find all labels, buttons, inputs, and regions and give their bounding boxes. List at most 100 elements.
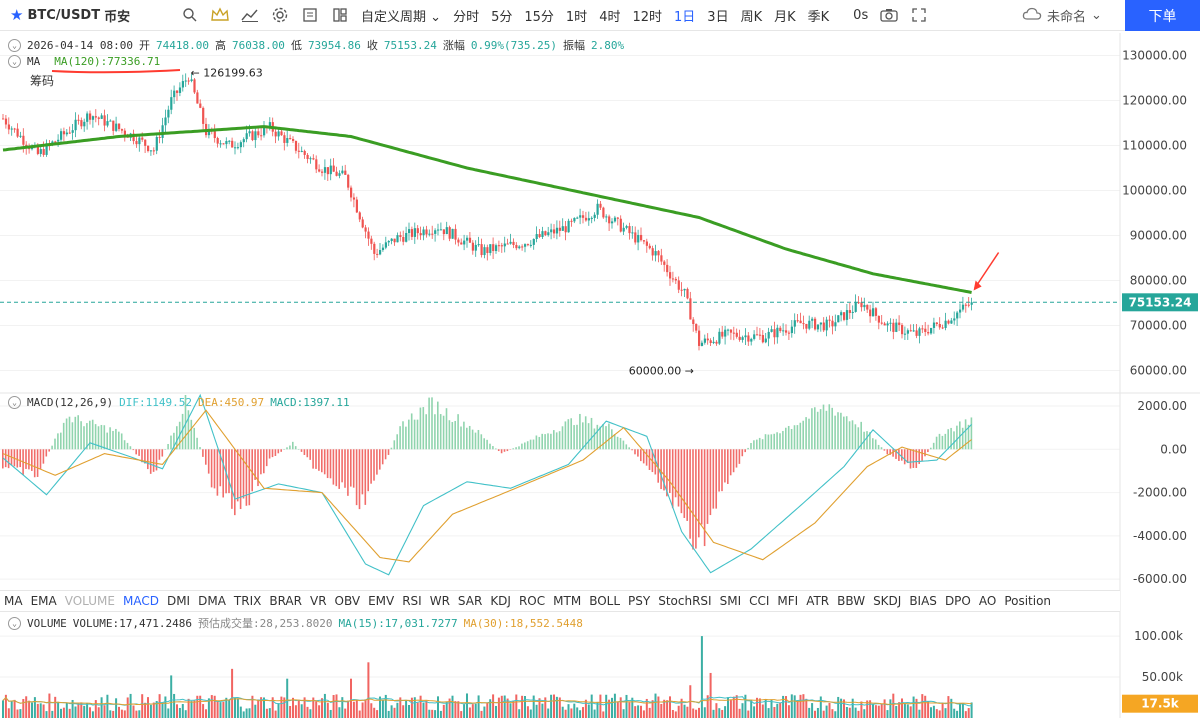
indicator-stochrsi[interactable]: StochRSI (658, 594, 712, 608)
collapse-icon[interactable]: ⌄ (8, 616, 21, 630)
macd-bar (271, 449, 274, 458)
indicator-rsi[interactable]: RSI (402, 594, 422, 608)
interval-10[interactable]: 季K (807, 9, 830, 25)
indicator-ema[interactable]: EMA (30, 594, 57, 608)
low-annotation: 60000.00 → (629, 365, 694, 378)
indicator-roc[interactable]: ROC (518, 594, 546, 608)
indicator-trix[interactable]: TRIX (233, 594, 262, 608)
star-icon[interactable]: ★ (10, 6, 24, 24)
volume-bar (123, 710, 126, 718)
layout-name[interactable]: 未命名 ⌄ (1022, 0, 1102, 31)
layout-icon[interactable] (325, 0, 355, 31)
interval-7[interactable]: 3日 (707, 9, 729, 25)
macd-bar (906, 449, 909, 464)
volume-bar (274, 710, 277, 718)
macd-bar (840, 412, 842, 450)
collapse-icon[interactable]: ⌄ (8, 55, 21, 68)
order-button[interactable]: 下单 (1125, 0, 1200, 31)
indicator-chart-icon[interactable] (235, 0, 265, 31)
volume-bar (335, 694, 338, 718)
macd-bar (903, 449, 906, 465)
indicator-sar[interactable]: SAR (457, 594, 483, 608)
fullscreen-icon[interactable] (904, 0, 934, 31)
indicator-dma[interactable]: DMA (198, 594, 226, 608)
settings-icon[interactable] (265, 0, 295, 31)
indicator-obv[interactable]: OBV (334, 594, 361, 608)
indicator-brar[interactable]: BRAR (269, 594, 302, 608)
candle-body (961, 304, 965, 310)
red-arrow-line (973, 252, 1000, 289)
indicator-wr[interactable]: WR (429, 594, 450, 608)
macd-bar (886, 449, 889, 455)
macd-bar (941, 435, 944, 450)
indicator-smi[interactable]: SMI (719, 594, 742, 608)
interval-9[interactable]: 月K (774, 9, 796, 25)
volume-bar (898, 702, 901, 718)
symbol-selector[interactable]: ★ BTC/USDT 币安 (0, 6, 175, 25)
candle-body (355, 199, 358, 213)
candle-body (811, 318, 814, 321)
chip-label[interactable]: 筹码 (30, 74, 55, 88)
indicator-bbw[interactable]: BBW (837, 594, 866, 608)
indicator-volume[interactable]: VOLUME (64, 594, 115, 608)
volume-bar (915, 698, 918, 718)
price-tick-5: 80000.00 (1130, 274, 1187, 288)
candle-body (874, 308, 878, 316)
indicator-ma[interactable]: MA (4, 594, 23, 608)
volume-bar (857, 710, 860, 718)
macd-bar (492, 446, 494, 450)
replay-button[interactable]: 0s (853, 7, 869, 23)
candle-body (480, 244, 483, 256)
candle-body (181, 81, 184, 88)
interval-4[interactable]: 4时 (599, 9, 621, 25)
macd-bar (953, 431, 955, 450)
volume-bar (132, 705, 135, 718)
macd-bar (579, 413, 581, 450)
indicator-atr[interactable]: ATR (806, 594, 830, 608)
indicator-position[interactable]: Position (1004, 594, 1052, 608)
indicator-psy[interactable]: PSY (628, 594, 651, 608)
camera-icon[interactable] (874, 0, 904, 31)
indicator-skdj[interactable]: SKDJ (873, 594, 902, 608)
candle-body (463, 240, 466, 245)
crown-icon[interactable] (205, 0, 235, 31)
macd-bar (355, 449, 358, 506)
candle-body (347, 174, 350, 188)
indicator-ao[interactable]: AO (978, 594, 997, 608)
template-icon[interactable] (295, 0, 325, 31)
candle-body (147, 145, 150, 152)
interval-3[interactable]: 1时 (565, 9, 588, 25)
indicator-mtm[interactable]: MTM (553, 594, 582, 608)
interval-5[interactable]: 12时 (632, 9, 663, 25)
interval-2[interactable]: 15分 (524, 9, 554, 25)
candle-body (497, 245, 501, 247)
interval-0[interactable]: 分时 (453, 9, 480, 25)
indicator-dpo[interactable]: DPO (944, 594, 971, 608)
interval-8[interactable]: 周K (740, 9, 763, 25)
indicator-boll[interactable]: BOLL (589, 594, 621, 608)
indicator-dmi[interactable]: DMI (166, 594, 191, 608)
indicator-kdj[interactable]: KDJ (490, 594, 511, 608)
candle-body (379, 250, 382, 255)
custom-period[interactable]: 自定义周期 ⌄ (355, 6, 447, 25)
indicator-macd[interactable]: MACD (122, 594, 159, 608)
volume-bar (753, 706, 756, 718)
indicator-emv[interactable]: EMV (368, 594, 395, 608)
collapse-icon[interactable]: ⌄ (8, 396, 21, 409)
candle-body (587, 218, 590, 221)
candle-body (495, 245, 498, 252)
interval-1[interactable]: 5分 (491, 9, 513, 25)
candle-body (234, 147, 237, 149)
collapse-icon[interactable]: ⌄ (8, 38, 21, 52)
search-icon[interactable] (175, 0, 205, 31)
volume-bar (959, 702, 961, 718)
volume-bar (373, 707, 376, 718)
indicator-mfi[interactable]: MFI (777, 594, 799, 608)
indicator-bias[interactable]: BIAS (909, 594, 937, 608)
volume-bar (851, 698, 854, 718)
indicator-vr[interactable]: VR (309, 594, 327, 608)
interval-6[interactable]: 1日 (674, 9, 696, 25)
candle-body (802, 323, 805, 325)
indicator-cci[interactable]: CCI (749, 594, 770, 608)
